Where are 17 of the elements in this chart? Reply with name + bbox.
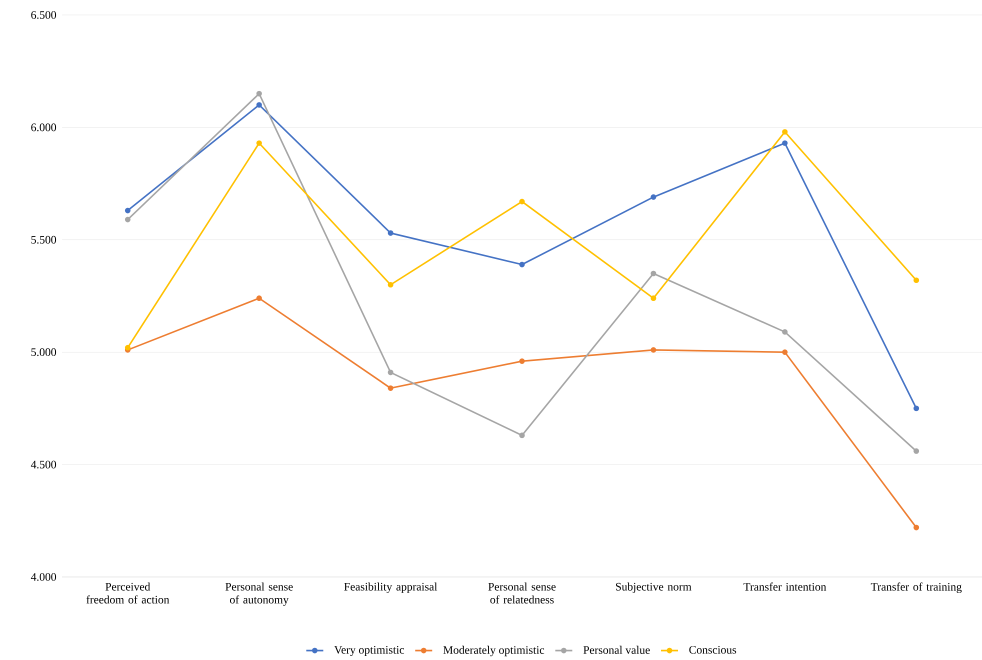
y-tick-label: 4.000 [30,573,56,581]
x-tick-label: Personal sense of autonomy [225,582,293,606]
x-tick-label: Transfer of training [870,582,962,594]
x-tick-label: Perceived freedom of action [86,582,170,604]
legend-label: Very optimistic [334,646,404,656]
x-tick-label: Subjective norm [616,582,692,593]
y-tick-label: 5.500 [31,236,56,244]
y-tick-label: 6.000 [31,124,56,132]
x-tick-label: Feasibility appraisal [344,582,438,593]
y-tick-label: 4.500 [30,460,56,468]
legend-label: Personal value [583,646,650,654]
x-tick-label: Transfer intention [744,582,826,591]
y-tick-label: 6.500 [31,11,56,19]
legend-label: Conscious [689,646,736,654]
x-tick-label: Personal sense of relatedness [488,582,556,604]
legend-label: Moderately optimistic [443,646,544,656]
y-tick-label: 5.000 [31,348,56,356]
